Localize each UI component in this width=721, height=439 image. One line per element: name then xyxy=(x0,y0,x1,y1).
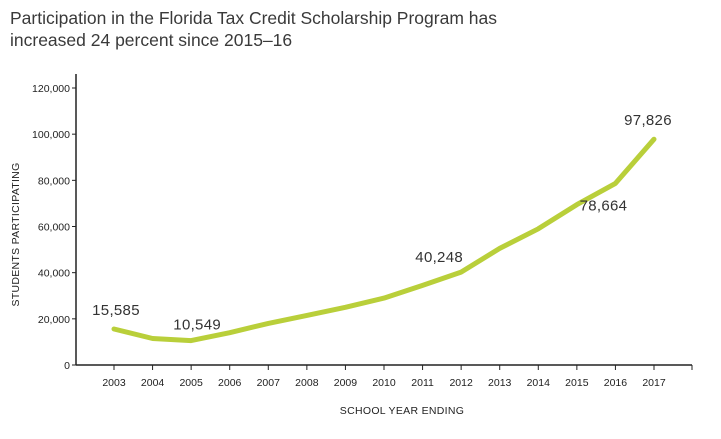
x-tick-label: 2010 xyxy=(372,377,396,389)
y-tick-label: 100,000 xyxy=(32,129,70,141)
x-tick-label: 2013 xyxy=(488,377,512,389)
x-tick-label: 2005 xyxy=(179,377,203,389)
y-tick-label: 80,000 xyxy=(38,175,70,187)
chart-title: Participation in the Florida Tax Credit … xyxy=(10,7,497,51)
x-tick-label: 2014 xyxy=(527,377,551,389)
x-tick-label: 2012 xyxy=(449,377,473,389)
data-labels: 15,585 10,549 40,248 78,664 97,826 xyxy=(92,112,672,334)
x-tick-label: 2008 xyxy=(295,377,319,389)
x-axis: 2003 2004 2005 2006 2007 2008 2009 2010 2011 2012… xyxy=(76,364,693,389)
x-tick-label: 2007 xyxy=(257,377,281,389)
series xyxy=(111,136,657,344)
chart-title-line-1: Participation in the Florida Tax Credit … xyxy=(10,8,497,28)
x-tick-label: 2016 xyxy=(604,377,628,389)
x-tick-label: 2009 xyxy=(334,377,358,389)
y-tick-label: 120,000 xyxy=(32,83,70,95)
data-label: 97,826 xyxy=(624,112,672,129)
x-tick-label: 2015 xyxy=(565,377,589,389)
x-axis-title: SCHOOL YEAR ENDING xyxy=(340,405,464,417)
x-tick-label: 2003 xyxy=(102,377,126,389)
data-label: 15,585 xyxy=(92,302,140,319)
data-label: 10,549 xyxy=(173,317,221,334)
chart-title-line-2: increased 24 percent since 2015–16 xyxy=(10,30,293,50)
data-label: 40,248 xyxy=(415,249,463,266)
y-tick-label: 20,000 xyxy=(38,314,70,326)
x-tick-label: 2006 xyxy=(218,377,242,389)
x-tick-label: 2004 xyxy=(141,377,165,389)
y-tick-label: 60,000 xyxy=(38,222,70,234)
series-line xyxy=(111,136,657,344)
x-tick-label: 2011 xyxy=(411,377,434,389)
y-axis-title: STUDENTS PARTICIPATING xyxy=(10,162,22,306)
y-tick-label: 0 xyxy=(64,360,70,372)
y-tick-label: 40,000 xyxy=(38,268,70,280)
y-axis: 0 20,000 40,000 60,000 80,000 100,000 120,000 xyxy=(32,74,77,372)
x-tick-label: 2017 xyxy=(642,377,666,389)
data-label: 78,664 xyxy=(580,197,628,214)
